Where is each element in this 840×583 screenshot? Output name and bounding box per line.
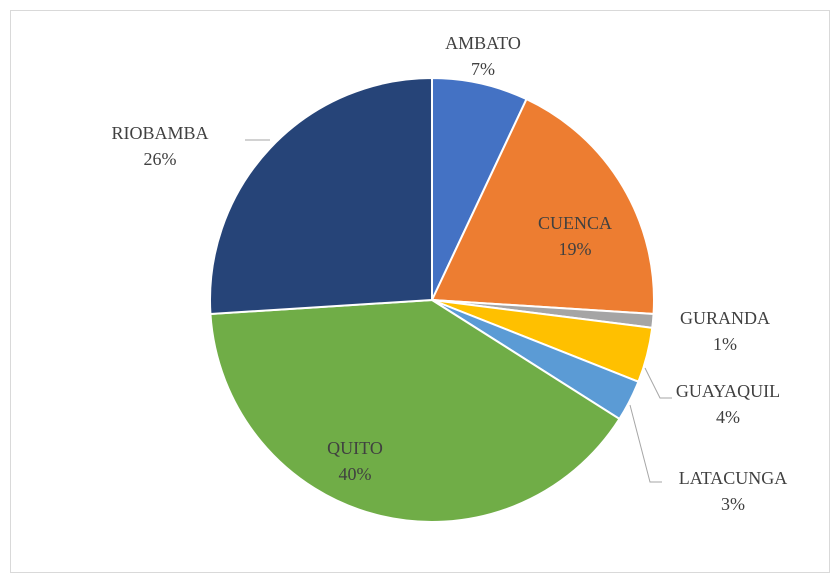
value-label: 40% bbox=[339, 464, 372, 484]
leader-line bbox=[644, 367, 672, 399]
value-label: 26% bbox=[144, 149, 177, 169]
value-label: 7% bbox=[471, 59, 495, 79]
category-label: AMBATO bbox=[445, 33, 521, 53]
pie-slice bbox=[430, 97, 655, 315]
leader-line bbox=[629, 404, 662, 483]
pie-slice bbox=[209, 76, 433, 315]
value-label: 3% bbox=[721, 494, 745, 514]
pie-slice bbox=[209, 298, 621, 524]
category-label: GURANDA bbox=[680, 308, 770, 328]
value-label: 1% bbox=[713, 334, 737, 354]
value-label: 4% bbox=[716, 407, 740, 427]
category-label: GUAYAQUIL bbox=[676, 381, 780, 401]
category-label: RIOBAMBA bbox=[111, 123, 208, 143]
category-label: CUENCA bbox=[538, 213, 612, 233]
category-label: LATACUNGA bbox=[679, 468, 788, 488]
category-label: QUITO bbox=[327, 438, 383, 458]
value-label: 19% bbox=[559, 239, 592, 259]
